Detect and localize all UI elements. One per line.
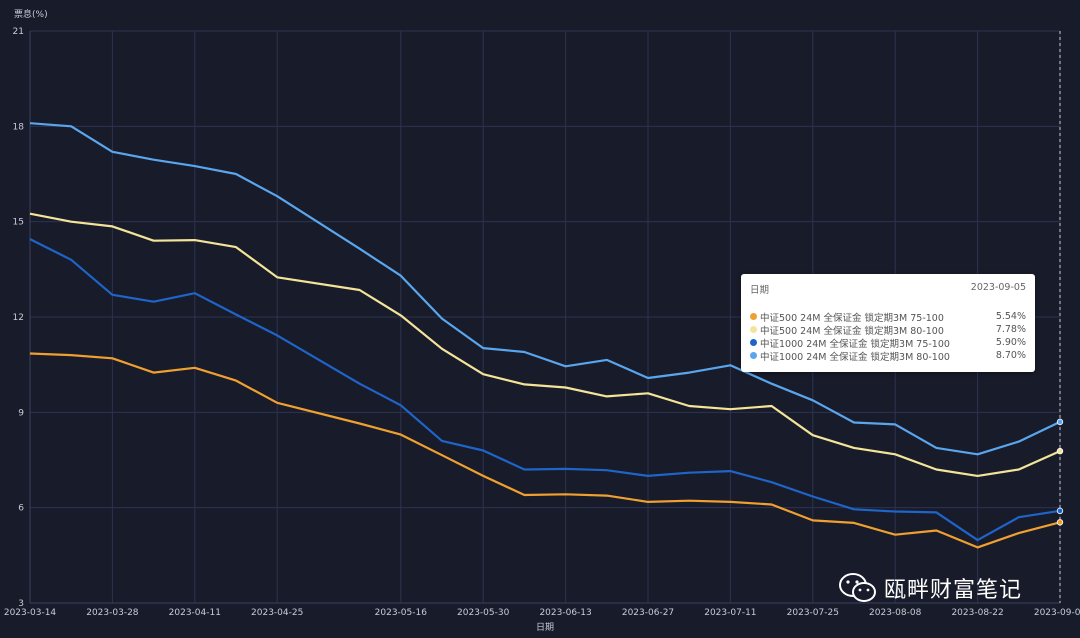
tooltip-series-value: 7.78% [995,324,1026,335]
y-tick-label: 6 [18,504,24,514]
tooltip-title: 日期 [750,285,770,296]
x-tick-label: 2023-06-27 [622,608,674,618]
x-tick-label: 2023-05-30 [457,608,510,618]
x-tick-label: 2023-08-22 [951,608,1003,618]
hover-points [1056,418,1064,526]
hover-point-2 [1056,447,1064,455]
y-tick-label: 15 [13,218,24,228]
tooltip-row: 中证1000 24M 全保证金 锁定期3M 75-100 5.90% [750,336,1026,350]
tooltip-series-value: 5.90% [995,337,1026,348]
tooltip-series-name: 中证1000 24M 全保证金 锁定期3M 80-100 [760,351,950,363]
watermark-text: 瓯畔财富笔记 [884,578,1023,603]
series-lines [29,122,1061,549]
tooltip-row: 中证500 24M 全保证金 锁定期3M 75-100 5.54% [750,310,1026,324]
tooltip-header: 日期 2023-09-05 [750,282,1026,296]
x-tick-label: 2023-04-25 [251,608,303,618]
tooltip-rows: 中证500 24M 全保证金 锁定期3M 75-100 5.54% 中证500 24… [750,310,1026,363]
tooltip-series-value: 5.54% [995,311,1026,322]
y-tick-label: 21 [13,27,24,37]
tooltip-series-name: 中证500 24M 全保证金 锁定期3M 75-100 [760,312,944,324]
hover-point-3 [1056,507,1064,515]
tooltip-series-name: 中证1000 24M 全保证金 锁定期3M 75-100 [760,338,950,350]
tooltip-series-name: 中证500 24M 全保证金 锁定期3M 80-100 [760,325,944,337]
watermark: 瓯畔财富笔记 [838,572,1022,604]
y-tick-label: 12 [13,313,24,323]
y-axis-ticks: 3 6 9 12 15 18 21 [13,27,25,609]
tooltip: 日期 2023-09-05 中证500 24M 全保证金 锁定期3M 75-10… [741,274,1035,372]
tooltip-series-value: 8.70% [995,350,1026,361]
x-tick-label: 2023-06-13 [539,608,591,618]
x-tick-label: 2023-03-28 [86,608,139,618]
hover-point-1 [1056,519,1064,526]
series-line-2 [29,212,1061,477]
series-line-1 [29,352,1061,549]
tooltip-row: 中证500 24M 全保证金 锁定期3M 80-100 7.78% [750,323,1026,337]
series-line-3 [29,238,1061,542]
x-axis-title: 日期 [536,622,554,633]
tooltip-row: 中证1000 24M 全保证金 锁定期3M 80-100 8.70% [750,349,1026,363]
legend-dot-icon [750,313,757,320]
hover-point-4 [1056,418,1064,426]
y-tick-label: 18 [13,122,25,132]
x-tick-label: 2023-08-08 [869,608,922,618]
x-tick-label: 2023-09-05 [1034,608,1080,618]
legend-dot-icon [750,339,757,346]
x-tick-label: 2023-03-14 [4,608,57,618]
y-tick-label: 3 [18,599,24,609]
x-tick-label: 2023-04-11 [169,608,221,618]
legend-dot-icon [750,326,757,333]
tooltip-date: 2023-09-05 [970,282,1026,293]
y-tick-label: 9 [18,408,24,418]
x-tick-label: 2023-07-25 [787,608,839,618]
y-axis-title: 票息(%) [14,8,48,20]
wechat-icon [838,572,878,604]
series-line-4 [29,122,1061,456]
x-tick-label: 2023-07-11 [704,608,756,618]
x-axis-ticks: 2023-03-14 2023-03-28 2023-04-11 2023-04-25… [4,608,1080,618]
x-tick-label: 2023-05-16 [375,608,428,618]
legend-dot-icon [750,352,757,359]
